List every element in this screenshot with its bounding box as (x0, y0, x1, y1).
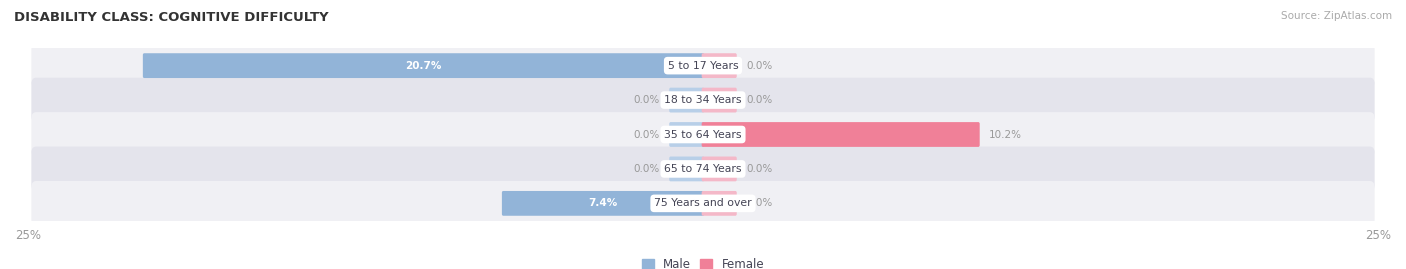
Text: 0.0%: 0.0% (747, 164, 772, 174)
Text: 35 to 64 Years: 35 to 64 Years (664, 129, 742, 140)
Text: Source: ZipAtlas.com: Source: ZipAtlas.com (1281, 11, 1392, 21)
FancyBboxPatch shape (143, 53, 704, 78)
Text: DISABILITY CLASS: COGNITIVE DIFFICULTY: DISABILITY CLASS: COGNITIVE DIFFICULTY (14, 11, 329, 24)
Text: 7.4%: 7.4% (589, 198, 617, 208)
FancyBboxPatch shape (669, 157, 704, 181)
Text: 10.2%: 10.2% (990, 129, 1022, 140)
FancyBboxPatch shape (702, 88, 737, 112)
Text: 65 to 74 Years: 65 to 74 Years (664, 164, 742, 174)
Text: 0.0%: 0.0% (634, 164, 659, 174)
FancyBboxPatch shape (702, 122, 980, 147)
FancyBboxPatch shape (702, 191, 737, 216)
FancyBboxPatch shape (669, 122, 704, 147)
FancyBboxPatch shape (31, 112, 1375, 157)
Text: 0.0%: 0.0% (634, 95, 659, 105)
Text: 0.0%: 0.0% (747, 61, 772, 71)
FancyBboxPatch shape (702, 53, 737, 78)
FancyBboxPatch shape (31, 181, 1375, 226)
FancyBboxPatch shape (31, 78, 1375, 122)
Text: 0.0%: 0.0% (747, 198, 772, 208)
Text: 0.0%: 0.0% (634, 129, 659, 140)
Text: 18 to 34 Years: 18 to 34 Years (664, 95, 742, 105)
Legend: Male, Female: Male, Female (638, 255, 768, 269)
FancyBboxPatch shape (31, 43, 1375, 88)
FancyBboxPatch shape (669, 88, 704, 112)
Text: 20.7%: 20.7% (405, 61, 441, 71)
FancyBboxPatch shape (31, 147, 1375, 191)
Text: 75 Years and over: 75 Years and over (654, 198, 752, 208)
Text: 5 to 17 Years: 5 to 17 Years (668, 61, 738, 71)
Text: 0.0%: 0.0% (747, 95, 772, 105)
FancyBboxPatch shape (502, 191, 704, 216)
FancyBboxPatch shape (702, 157, 737, 181)
